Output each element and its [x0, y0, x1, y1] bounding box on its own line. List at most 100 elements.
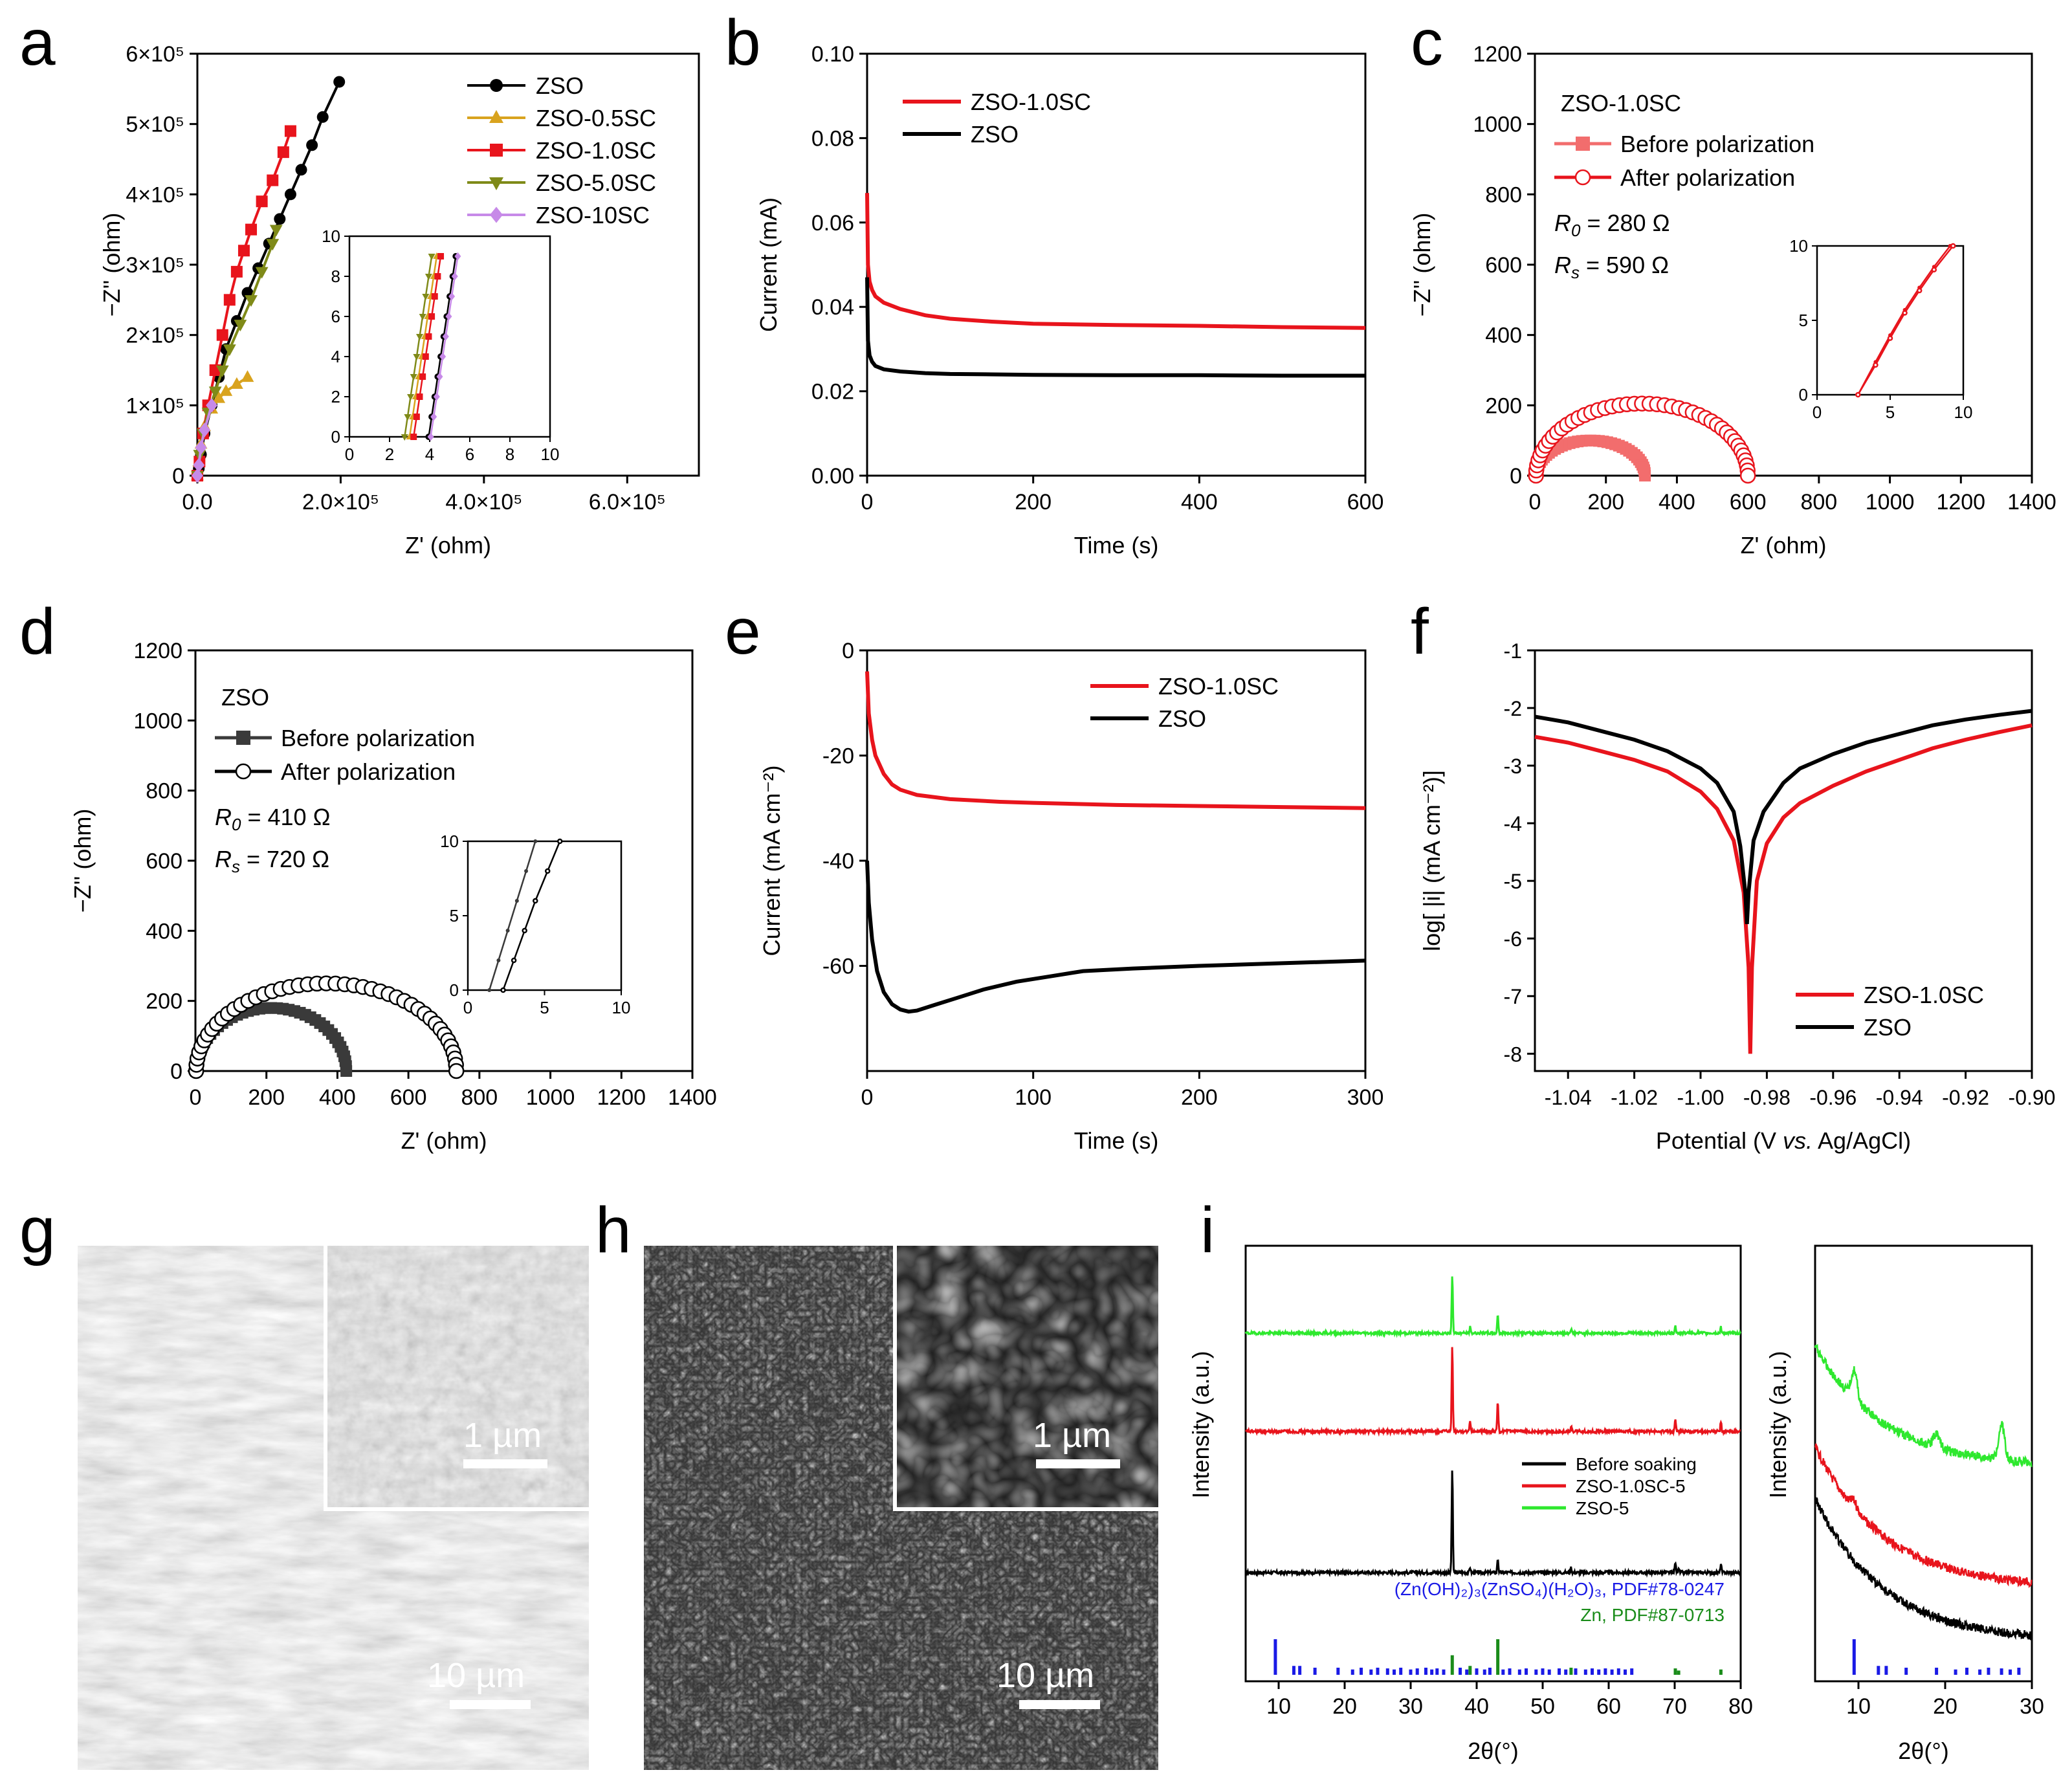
scale-label-main-h: 10 µm: [997, 1656, 1095, 1695]
series-line-b-ZSO-1.0SC: [865, 193, 1366, 330]
data-point-a-ZSO-10SC: [192, 468, 203, 483]
legend-label-d: Before polarization: [281, 725, 475, 751]
inset-point-a-ZSO-1.0SC: [422, 353, 429, 360]
inset-point-d: [496, 958, 501, 962]
inset-point-a-ZSO-10SC: [436, 372, 443, 381]
data-point-a-ZSO-5.0SC: [266, 239, 280, 251]
data-point-a-ZSO-1.0SC: [245, 223, 258, 236]
legend-label-d: After polarization: [281, 758, 456, 785]
x-tick-label-a: 2.0×10⁵: [302, 490, 379, 514]
y-tick-label-c: 200: [1485, 393, 1522, 418]
annotation-c: Rs = 590 Ω: [1554, 252, 1669, 282]
series-d-Before polarization: [190, 1002, 353, 1077]
sem-inset-h: 1 µm: [893, 1246, 1158, 1511]
x-tick-label-f: -0.94: [1876, 1086, 1923, 1109]
reference-label-zn: Zn, PDF#87-0713: [1580, 1605, 1725, 1625]
x-tick-label-d: 0: [190, 1085, 202, 1110]
x-tick-label-f: -0.96: [1809, 1086, 1857, 1109]
data-point-a-ZSO-1.0SC: [284, 125, 296, 137]
x-axis-label-b: Time (s): [1074, 532, 1159, 558]
x-tick-label-c: 400: [1659, 490, 1695, 514]
y-tick-label-a: 5×10⁵: [126, 113, 184, 137]
inset-point-d: [524, 869, 529, 873]
y-tick-label-b: 0.04: [811, 295, 854, 320]
inset-point-d: [500, 987, 506, 993]
inset-x-tick-label-a: 0: [345, 445, 354, 464]
chart-b: 0 200 400 600 0.00 0.02 0.04 0.06 0.08 0.10 Time (…: [755, 42, 1383, 558]
series-c-After polarization: [1528, 395, 1756, 484]
x-axis-label-i-zoom: 2θ(°): [1898, 1738, 1948, 1764]
data-point-a-ZSO-0.5SC: [230, 377, 243, 389]
y-tick-label-a: 2×10⁵: [126, 324, 184, 348]
inset-point-c: [1855, 392, 1861, 398]
data-point-c: [1639, 470, 1651, 481]
x-tick-label-d: 1000: [526, 1085, 575, 1110]
inset-line-d: [502, 841, 561, 991]
inset-line-a-ZSO-10SC: [430, 256, 459, 437]
x-tick-label-d: 600: [390, 1085, 427, 1110]
panel-letter-g: g: [19, 1194, 56, 1266]
data-point-c: [1739, 467, 1756, 484]
inset-point-a-ZSO-5.0SC: [419, 314, 426, 320]
inset-point-a-ZSO-1.0SC: [434, 273, 441, 280]
scale-bar-main-h: [1019, 1700, 1100, 1709]
x-tick-label-a: 4.0×10⁵: [445, 490, 522, 514]
y-tick-label-e: -20: [822, 744, 854, 769]
data-point-a-ZSO-1.0SC: [277, 146, 289, 159]
inset-x-tick-label-a: 6: [465, 445, 474, 464]
inset-point-a-ZSO-10SC: [439, 352, 446, 361]
x-tick-label-d: 200: [248, 1085, 285, 1110]
series-line-f-ZSO-1.0SC: [1534, 723, 2033, 1054]
x-tick-label-d: 400: [319, 1085, 356, 1110]
data-point-d: [340, 1065, 353, 1077]
x-tick-label-i-main: 80: [1728, 1694, 1753, 1719]
panel-letter-e: e: [725, 595, 761, 668]
y-tick-label-f: -6: [1504, 927, 1522, 951]
inset-point-d: [544, 868, 551, 874]
legend-label-a-ZSO-1.0SC: ZSO-1.0SC: [536, 137, 656, 164]
inset-line-d: [489, 841, 536, 991]
legend-label-f-ZSO: ZSO: [1864, 1014, 1912, 1041]
data-point-a-ZSO-5.0SC: [255, 267, 269, 279]
inset-frame-d: [467, 840, 623, 991]
x-tick-label-i-main: 20: [1332, 1694, 1357, 1719]
x-tick-label-f: -0.92: [1942, 1086, 1989, 1109]
series-line-i-zoom-Before soaking: [1814, 1497, 2033, 1641]
x-tick-label-a: 6.0×10⁵: [589, 490, 666, 514]
inset-x-tick-label-a: 2: [385, 445, 394, 464]
data-point-a-ZSO-1.0SC: [230, 265, 243, 278]
y-tick-label-f: -4: [1504, 812, 1522, 835]
legend-marker-a-ZSO-0.5SC: [489, 110, 503, 123]
y-tick-label-f: -2: [1504, 697, 1522, 720]
panel-letter-h: h: [595, 1194, 632, 1266]
x-tick-label-f: -1.04: [1545, 1086, 1592, 1109]
y-tick-label-c: 800: [1485, 182, 1522, 207]
x-tick-label-b: 200: [1015, 490, 1052, 514]
inset-x-tick-label-c: 10: [1954, 403, 1973, 422]
y-tick-label-f: -5: [1504, 870, 1522, 893]
inset-point-c: [1902, 310, 1908, 316]
data-point-a-ZSO-0.5SC: [219, 384, 233, 396]
y-tick-label-a: 0: [172, 464, 184, 489]
y-tick-label-d: 0: [170, 1059, 182, 1084]
panel-title-d: ZSO: [221, 684, 269, 711]
legend-marker-a-ZSO-1.0SC: [490, 144, 503, 157]
inset-y-tick-label-c: 5: [1799, 311, 1808, 330]
x-tick-label-d: 800: [461, 1085, 498, 1110]
y-tick-label-c: 0: [1510, 464, 1522, 489]
plot-frame-e: [866, 649, 1367, 1072]
legend-label-e-ZSO-1.0SC: ZSO-1.0SC: [1158, 673, 1279, 700]
inset-point-d: [557, 838, 563, 845]
x-tick-label-i-zoom: 20: [1933, 1694, 1957, 1719]
y-tick-label-b: 0.02: [811, 380, 854, 404]
x-tick-label-i-main: 60: [1596, 1694, 1621, 1719]
y-axis-label-i-zoom: Intensity (a.u.): [1765, 1351, 1791, 1498]
inset-point-a-ZSO-5.0SC: [401, 434, 408, 441]
legend-label-a-ZSO: ZSO: [536, 72, 584, 99]
inset-point-a-ZSO-1.0SC: [416, 393, 423, 400]
inset-c: 0 5 10 0 5 10: [1789, 236, 1972, 422]
x-tick-label-d: 1200: [597, 1085, 646, 1110]
inset-point-a-ZSO-10SC: [445, 312, 452, 321]
inset-point-d: [514, 899, 519, 903]
inset-y-tick-label-c: 0: [1799, 385, 1808, 404]
